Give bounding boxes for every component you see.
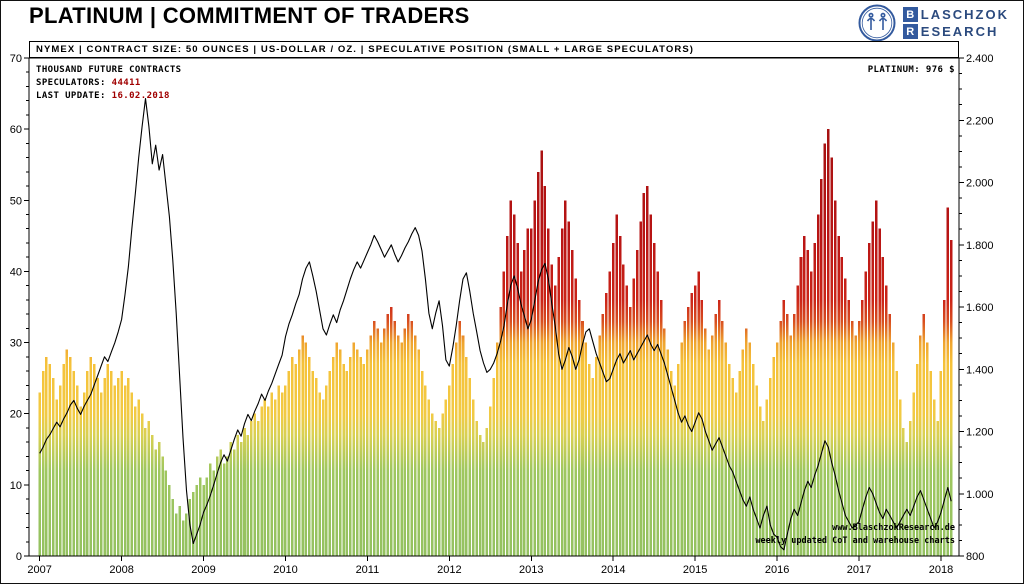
svg-text:800: 800	[966, 551, 984, 563]
speculators-value: 44411	[111, 78, 141, 88]
svg-text:2.400: 2.400	[966, 53, 994, 65]
watermark-url: www.BlaschzokResearch.de	[832, 523, 955, 533]
blaschzok-logo: B LASCHZOK R ESEARCH	[857, 3, 1009, 43]
svg-text:1.800: 1.800	[966, 240, 994, 252]
last-update-value: 16.02.2018	[111, 91, 170, 101]
svg-text:2010: 2010	[273, 564, 297, 576]
svg-text:2018: 2018	[929, 564, 953, 576]
logo-line-1: B LASCHZOK	[902, 7, 1009, 22]
svg-text:2016: 2016	[765, 564, 789, 576]
svg-text:2015: 2015	[683, 564, 707, 576]
page-title: PLATINUM | COMMITMENT OF TRADERS	[29, 3, 470, 28]
svg-text:2008: 2008	[109, 564, 133, 576]
speculators-readout: SPECULATORS: 44411	[36, 78, 141, 88]
logo-initial-r: R	[902, 24, 918, 39]
svg-text:2017: 2017	[847, 564, 871, 576]
blaschzok-logo-text: B LASCHZOK R ESEARCH	[902, 6, 1009, 40]
price-line	[39, 97, 952, 551]
svg-text:50: 50	[10, 195, 22, 207]
chart-info-text: NYMEX | CONTRACT SIZE: 50 OUNCES | US-DO…	[36, 44, 695, 55]
svg-text:2009: 2009	[191, 564, 215, 576]
svg-text:0: 0	[16, 551, 22, 563]
svg-text:2012: 2012	[437, 564, 461, 576]
svg-text:1.600: 1.600	[966, 302, 994, 314]
svg-text:2011: 2011	[356, 564, 380, 576]
chart-top-left-annotations: THOUSAND FUTURE CONTRACTS SPECULATORS: 4…	[36, 64, 181, 103]
price-value: 976 $	[925, 65, 955, 75]
watermark: www.BlaschzokResearch.de weekly updated …	[755, 522, 955, 548]
svg-text:60: 60	[10, 124, 22, 136]
logo-word-1: LASCHZOK	[920, 7, 1009, 22]
svg-text:1.400: 1.400	[966, 364, 994, 376]
svg-text:2007: 2007	[27, 564, 51, 576]
axis-note: THOUSAND FUTURE CONTRACTS	[36, 65, 182, 75]
svg-text:10: 10	[10, 480, 22, 492]
watermark-tagline: weekly updated CoT and warehouse charts	[755, 536, 955, 546]
logo-word-2: ESEARCH	[920, 24, 999, 39]
price-readout: PLATINUM: 976 $	[867, 65, 955, 75]
svg-text:70: 70	[10, 53, 22, 65]
logo-initial-b: B	[902, 7, 918, 22]
svg-text:2.000: 2.000	[966, 178, 994, 190]
svg-text:20: 20	[10, 409, 22, 421]
blaschzok-emblem-icon	[858, 4, 896, 42]
logo-line-2: R ESEARCH	[902, 24, 1009, 39]
svg-text:1.000: 1.000	[966, 489, 994, 501]
svg-text:30: 30	[10, 338, 22, 350]
axis-ticks	[24, 57, 964, 561]
svg-text:40: 40	[10, 266, 22, 278]
svg-text:2014: 2014	[601, 564, 625, 576]
svg-text:2013: 2013	[519, 564, 543, 576]
last-update-readout: LAST UPDATE: 16.02.2018	[36, 91, 170, 101]
svg-text:1.200: 1.200	[966, 427, 994, 439]
speculators-bars	[38, 129, 953, 557]
axis-labels: 0 10 20 30 40 50 60 70 800 1.000 1.200 1.400 1.600 1.…	[10, 53, 994, 576]
svg-text:2.200: 2.200	[966, 115, 994, 127]
